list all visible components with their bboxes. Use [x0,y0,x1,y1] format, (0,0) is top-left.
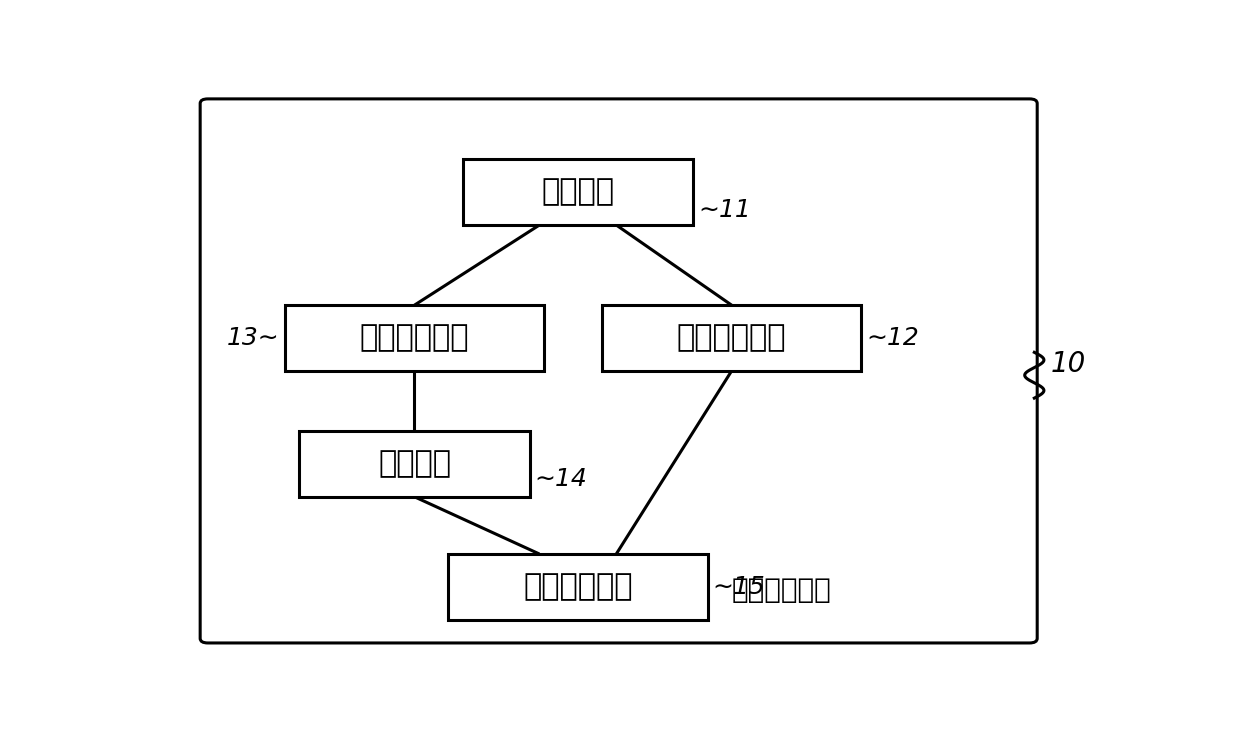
Bar [448,554,708,620]
Text: 计算模块: 计算模块 [378,450,451,478]
Bar [463,159,693,225]
Text: 提取模块: 提取模块 [542,178,614,207]
Text: 第一确定模块: 第一确定模块 [677,323,786,352]
Text: ∼11: ∼11 [698,198,750,222]
Text: ∼12: ∼12 [866,326,919,350]
Bar [285,305,544,371]
Bar [299,431,529,497]
Text: 第三确定模块: 第三确定模块 [523,572,632,601]
Text: 第二确定模块: 第二确定模块 [360,323,469,352]
Text: ∼14: ∼14 [534,467,588,491]
Text: 13∼: 13∼ [227,326,280,350]
Bar [601,305,862,371]
Text: 10: 10 [1050,350,1086,377]
Text: 房颤检测装置: 房颤检测装置 [732,576,831,604]
Text: ∼15: ∼15 [712,575,765,599]
